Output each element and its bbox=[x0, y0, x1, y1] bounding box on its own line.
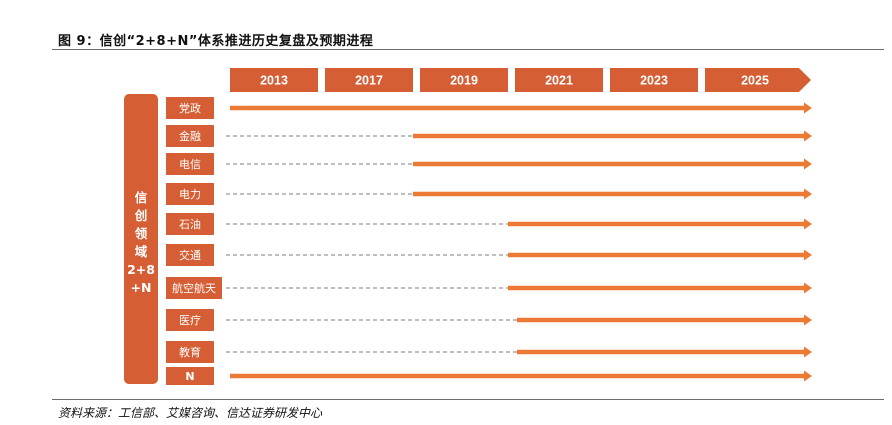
category-box-5 bbox=[166, 213, 214, 235]
category-box-4 bbox=[166, 183, 214, 205]
arrow-head bbox=[804, 102, 812, 114]
category-label: 金融 bbox=[179, 129, 201, 143]
category-box-9 bbox=[166, 341, 214, 363]
category-label: 石油 bbox=[179, 217, 201, 231]
category-label: 党政 bbox=[179, 101, 201, 115]
category-label: 教育 bbox=[179, 345, 201, 359]
bottom-rule bbox=[52, 399, 884, 400]
side-label-box bbox=[124, 94, 158, 384]
category-box-3 bbox=[166, 153, 214, 175]
side-label-text: 创 bbox=[134, 208, 148, 223]
side-label-text: +N bbox=[131, 280, 152, 295]
category-label: 电力 bbox=[179, 188, 201, 201]
year-label: 2021 bbox=[545, 74, 573, 88]
side-label-text: 域 bbox=[135, 244, 148, 259]
category-box-8 bbox=[166, 309, 214, 331]
top-rule bbox=[52, 49, 884, 50]
year-label: 2013 bbox=[260, 74, 288, 88]
side-label-text: 2+8 bbox=[127, 262, 155, 277]
arrow-head bbox=[804, 370, 812, 382]
year-label: 2019 bbox=[450, 74, 478, 88]
category-box-6 bbox=[166, 244, 214, 266]
arrow-head bbox=[804, 346, 812, 358]
category-label: N bbox=[185, 370, 194, 383]
category-box-1 bbox=[166, 97, 214, 119]
arrow-head bbox=[804, 282, 812, 294]
year-label: 2017 bbox=[355, 74, 383, 88]
arrow-head bbox=[804, 188, 812, 200]
category-box-7 bbox=[166, 277, 222, 299]
year-box-2023 bbox=[610, 68, 698, 92]
year-label: 2025 bbox=[741, 74, 769, 88]
category-label: 交通 bbox=[179, 248, 201, 262]
arrow-head bbox=[804, 314, 812, 326]
year-box-2021 bbox=[515, 68, 603, 92]
year-label: 2023 bbox=[640, 74, 668, 88]
arrow-head bbox=[804, 158, 812, 170]
year-box-2013 bbox=[230, 68, 318, 92]
arrow-head bbox=[804, 130, 812, 142]
side-label-text: 领 bbox=[135, 226, 148, 241]
arrow-head bbox=[804, 218, 812, 230]
category-label: 航空航天 bbox=[172, 281, 216, 295]
side-label-text: 信 bbox=[135, 190, 148, 205]
figure-title: 图 9：信创“2+8+N”体系推进历史复盘及预期进程 bbox=[58, 34, 374, 49]
source-note: 资料来源：工信部、艾媒咨询、信达证券研发中心 bbox=[58, 406, 323, 420]
category-label: 电信 bbox=[179, 158, 201, 171]
arrow-head bbox=[804, 249, 812, 261]
year-box-2017 bbox=[325, 68, 413, 92]
category-box-2 bbox=[166, 125, 214, 147]
year-box-2025 bbox=[705, 68, 811, 92]
category-box-10 bbox=[166, 367, 214, 385]
year-box-2019 bbox=[420, 68, 508, 92]
category-label: 医疗 bbox=[179, 313, 201, 327]
